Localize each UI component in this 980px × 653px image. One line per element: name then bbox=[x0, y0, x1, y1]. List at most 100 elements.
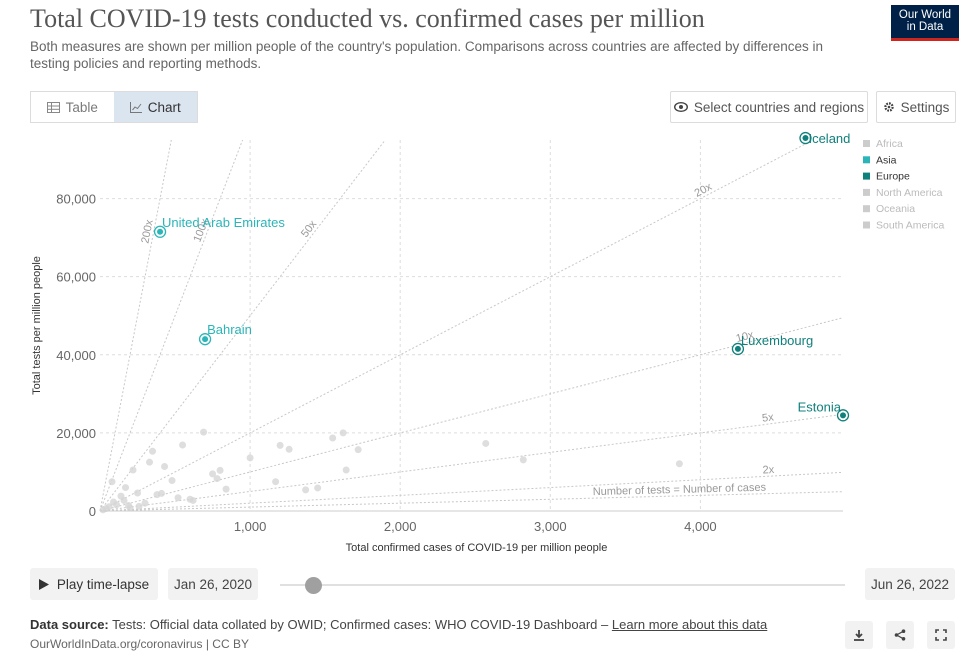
source-label: Data source: bbox=[30, 617, 109, 632]
data-point[interactable] bbox=[246, 454, 254, 462]
share-icon bbox=[894, 629, 906, 641]
highlight-point[interactable] bbox=[840, 412, 846, 419]
data-point[interactable] bbox=[158, 489, 166, 497]
data-point[interactable] bbox=[302, 486, 310, 494]
legend-swatch[interactable] bbox=[863, 140, 870, 147]
data-point[interactable] bbox=[482, 439, 490, 447]
data-point[interactable] bbox=[113, 501, 121, 509]
play-icon bbox=[38, 578, 49, 590]
legend-item[interactable]: Oceania bbox=[876, 203, 915, 215]
highlight-point[interactable] bbox=[157, 228, 164, 235]
ratio-line-label: 5x bbox=[761, 411, 775, 424]
data-point[interactable] bbox=[161, 462, 169, 470]
data-point[interactable] bbox=[146, 458, 154, 466]
data-point[interactable] bbox=[135, 502, 143, 510]
share-button[interactable] bbox=[886, 621, 914, 649]
chart-subtitle: Both measures are shown per million peop… bbox=[30, 39, 824, 71]
ratio-line bbox=[99, 413, 844, 512]
legend-swatch[interactable] bbox=[863, 156, 870, 164]
data-point[interactable] bbox=[174, 494, 182, 502]
y-axis-title: Total tests per million people bbox=[31, 256, 43, 395]
view-tabs: Table Chart bbox=[30, 91, 198, 123]
legend-item[interactable]: Africa bbox=[876, 138, 903, 150]
ratio-line-label: 200x bbox=[139, 218, 155, 244]
owid-logo[interactable]: Our World in Data bbox=[891, 5, 959, 41]
fullscreen-button[interactable] bbox=[927, 621, 955, 649]
data-point[interactable] bbox=[519, 456, 527, 464]
settings-button[interactable]: Settings bbox=[876, 91, 956, 123]
source-url[interactable]: OurWorldInData.org/coronavirus | CC BY bbox=[30, 637, 249, 651]
data-point[interactable] bbox=[354, 446, 362, 454]
data-point[interactable] bbox=[675, 460, 683, 468]
legend-item[interactable]: Asia bbox=[876, 154, 897, 166]
y-tick-label: 60,000 bbox=[56, 270, 96, 285]
gear-icon bbox=[883, 102, 894, 112]
select-countries-button[interactable]: Select countries and regions bbox=[670, 91, 868, 123]
data-point[interactable] bbox=[179, 441, 187, 449]
data-point[interactable] bbox=[339, 429, 347, 437]
data-point[interactable] bbox=[134, 489, 142, 497]
legend-swatch[interactable] bbox=[863, 205, 870, 213]
data-point[interactable] bbox=[342, 466, 350, 474]
x-axis-title: Total confirmed cases of COVID-19 per mi… bbox=[346, 542, 608, 554]
legend-item[interactable]: South America bbox=[876, 220, 944, 232]
source-text: Tests: Official data collated by OWID; C… bbox=[112, 617, 609, 632]
x-tick-label: 1,000 bbox=[234, 519, 267, 534]
point-label: Iceland bbox=[808, 131, 850, 146]
legend-item[interactable]: North America bbox=[876, 187, 943, 199]
data-point[interactable] bbox=[141, 499, 149, 507]
data-point[interactable] bbox=[108, 478, 116, 486]
ratio-line-label: 50x bbox=[299, 218, 320, 240]
data-source: Data source: Tests: Official data collat… bbox=[30, 617, 767, 632]
data-point[interactable] bbox=[149, 447, 157, 455]
y-tick-label: 0 bbox=[89, 504, 96, 519]
learn-more-link[interactable]: Learn more about this data bbox=[611, 617, 768, 632]
data-point[interactable] bbox=[209, 470, 217, 478]
x-tick-label: 4,000 bbox=[684, 519, 717, 534]
data-point[interactable] bbox=[213, 475, 221, 483]
data-point[interactable] bbox=[129, 466, 137, 474]
data-point[interactable] bbox=[122, 484, 130, 492]
data-point[interactable] bbox=[285, 445, 293, 453]
play-timelapse-button[interactable]: Play time-lapse bbox=[30, 568, 158, 600]
highlight-point[interactable] bbox=[734, 345, 741, 352]
data-point[interactable] bbox=[105, 503, 113, 511]
highlight-point[interactable] bbox=[802, 135, 809, 142]
tab-table[interactable]: Table bbox=[31, 92, 114, 122]
select-countries-label: Select countries and regions bbox=[693, 99, 865, 115]
table-icon bbox=[46, 101, 60, 113]
ratio-line bbox=[99, 139, 386, 512]
point-label: Luxembourg bbox=[741, 333, 813, 348]
logo-line-1: Our World bbox=[898, 9, 952, 21]
end-date[interactable]: Jun 26, 2022 bbox=[865, 568, 955, 600]
play-label: Play time-lapse bbox=[56, 576, 150, 592]
y-tick-label: 40,000 bbox=[56, 348, 96, 363]
data-point[interactable] bbox=[126, 504, 134, 512]
x-tick-label: 2,000 bbox=[384, 519, 417, 534]
data-point[interactable] bbox=[222, 485, 230, 493]
legend-item[interactable]: Europe bbox=[876, 171, 910, 183]
data-point[interactable] bbox=[120, 496, 128, 504]
ratio-line bbox=[99, 139, 172, 512]
timeline-handle[interactable] bbox=[305, 577, 323, 594]
highlight-point[interactable] bbox=[202, 336, 209, 343]
data-point[interactable] bbox=[272, 478, 280, 486]
ratio-line bbox=[99, 471, 844, 512]
data-point[interactable] bbox=[314, 484, 322, 492]
download-button[interactable] bbox=[845, 621, 873, 649]
data-point[interactable] bbox=[216, 466, 224, 474]
tab-table-label: Table bbox=[65, 99, 98, 115]
data-point[interactable] bbox=[276, 441, 284, 449]
data-point[interactable] bbox=[168, 477, 176, 485]
timeline-track[interactable] bbox=[280, 584, 845, 586]
tab-chart[interactable]: Chart bbox=[113, 92, 197, 122]
legend-swatch[interactable] bbox=[863, 188, 870, 196]
legend-swatch[interactable] bbox=[863, 172, 870, 180]
data-point[interactable] bbox=[329, 434, 337, 442]
logo-line-2: in Data bbox=[906, 21, 944, 33]
start-date[interactable]: Jan 26, 2020 bbox=[168, 568, 258, 600]
data-point[interactable] bbox=[189, 496, 197, 504]
legend-swatch[interactable] bbox=[863, 221, 870, 229]
data-point[interactable] bbox=[200, 428, 208, 436]
